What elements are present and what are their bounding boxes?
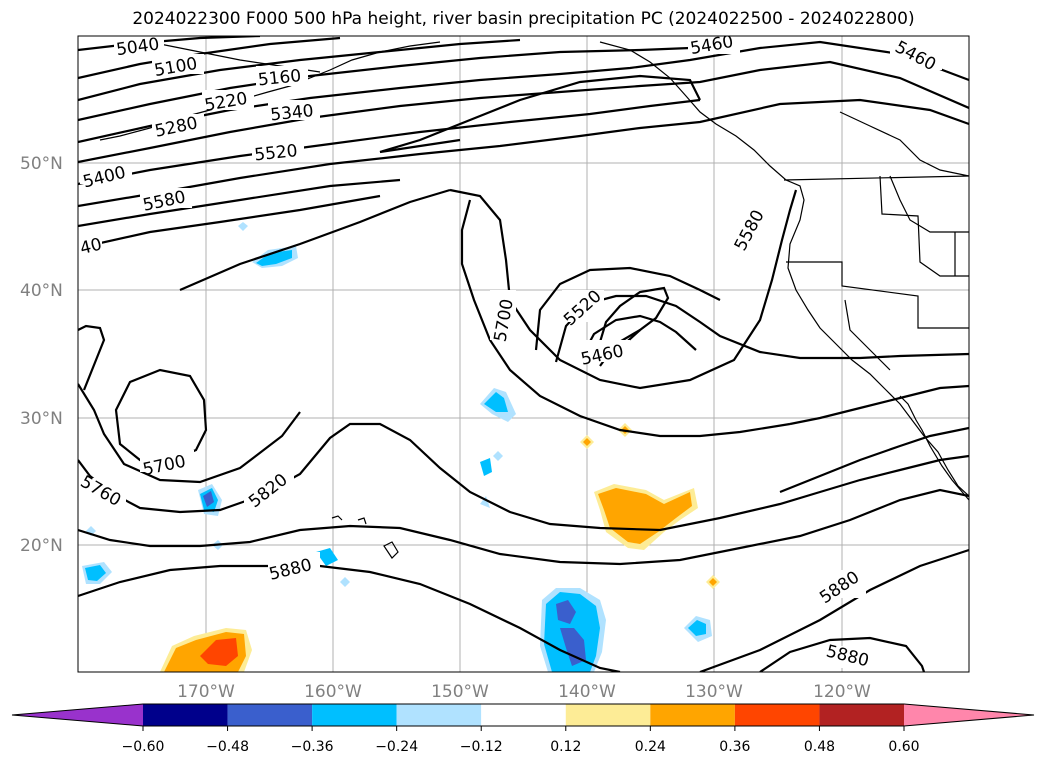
- map-title: 2024022300 F000 500 hPa height, river ba…: [132, 9, 915, 29]
- lat-label: 40°N: [20, 281, 63, 301]
- lon-label: 170°W: [177, 682, 235, 702]
- lon-label: 160°W: [304, 682, 362, 702]
- longitude-labels: 170°W 160°W 150°W 140°W 130°W 120°W: [177, 682, 871, 702]
- lon-label: 120°W: [813, 682, 871, 702]
- colorbar-tick-label: −0.36: [291, 739, 334, 755]
- colorbar-tick-label: 0.36: [719, 739, 750, 755]
- colorbar-segment: [227, 704, 313, 726]
- lon-label: 130°W: [685, 682, 743, 702]
- contour-label: 5520: [253, 141, 298, 165]
- gridlines: [78, 36, 969, 672]
- colorbar-segment: [819, 704, 904, 726]
- contour-label: 5340: [269, 101, 314, 125]
- colorbar-segment: [650, 704, 735, 726]
- colorbar-segment: [481, 704, 566, 726]
- colorbar-extend-low: [12, 704, 143, 726]
- colorbar-segment: [565, 704, 651, 726]
- lat-label: 50°N: [20, 154, 63, 174]
- colorbar-tick-label: 0.24: [635, 739, 666, 755]
- colorbar-segment: [734, 704, 820, 726]
- colorbar-tick-label: 0.12: [550, 739, 581, 755]
- contour-labels: 5040 5100 5160 5220 5280 5340 5400 5520 …: [78, 32, 942, 671]
- lat-label: 20°N: [20, 536, 63, 556]
- colorbar-tick-label: 0.48: [804, 739, 835, 755]
- latitude-labels: 50°N 40°N 30°N 20°N: [20, 154, 63, 556]
- colorbar-tick-label: −0.48: [206, 739, 249, 755]
- precip-shading: [82, 222, 720, 672]
- colorbar-segment: [143, 704, 228, 726]
- colorbar: −0.60 −0.48 −0.36 −0.24 −0.12 0.12 0.24 0.36 0.4…: [11, 703, 1035, 755]
- map-frame: [77, 35, 970, 673]
- colorbar-tick-label: −0.12: [460, 739, 503, 755]
- colorbar-extend-high: [904, 704, 1034, 726]
- lat-label: 30°N: [20, 409, 63, 429]
- colorbar-tick-label: 0.60: [888, 739, 919, 755]
- lon-label: 150°W: [431, 682, 489, 702]
- colorbar-segment: [312, 704, 397, 726]
- contour-label: 5460: [689, 32, 735, 59]
- colorbar-tick-label: −0.24: [375, 739, 418, 755]
- colorbar-segment: [396, 704, 482, 726]
- colorbar-tick-label: −0.60: [122, 739, 165, 755]
- contour-label: 5160: [257, 66, 302, 90]
- lon-label: 140°W: [558, 682, 616, 702]
